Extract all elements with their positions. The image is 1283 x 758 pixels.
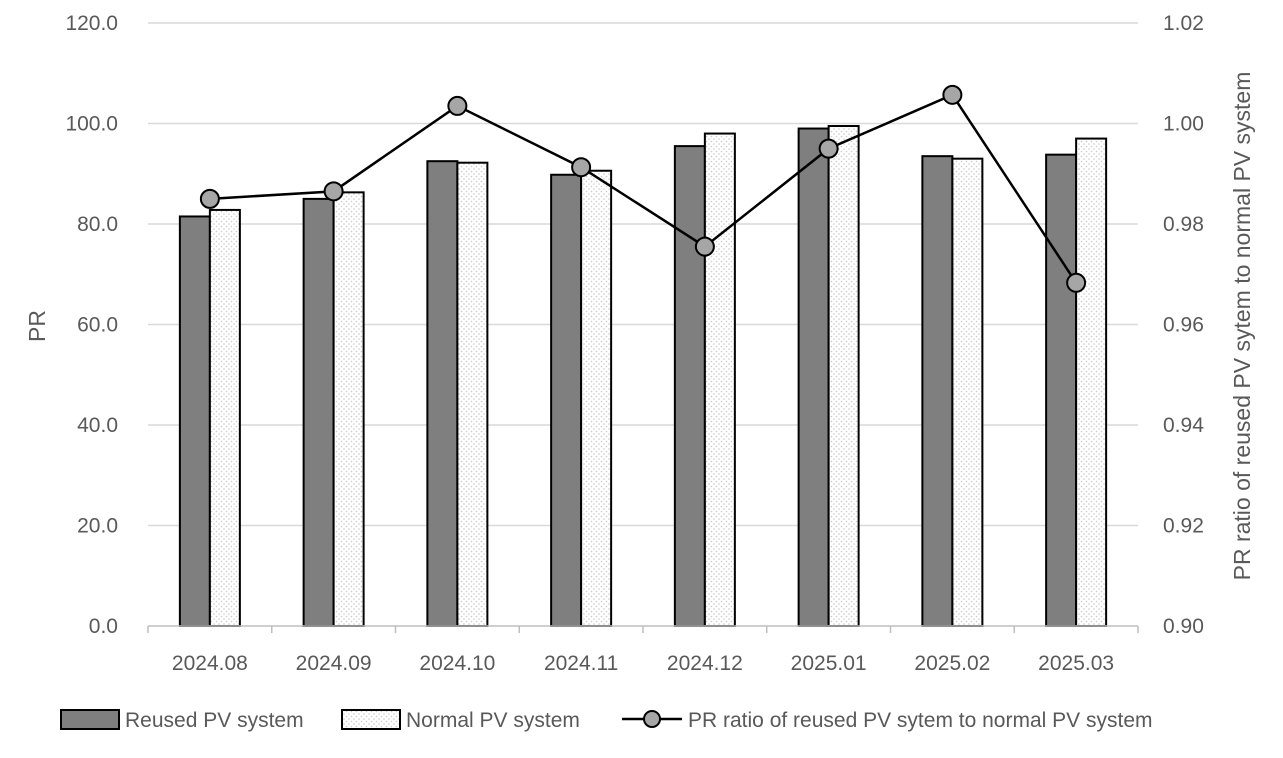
ratio-line	[199, 84, 1087, 293]
bar-normal	[456, 161, 489, 627]
y2-axis-title: PR ratio of reused PV sytem to normal PV…	[1229, 72, 1255, 581]
x-tick-label: 2025.02	[914, 652, 990, 675]
y-axis-title: PR	[24, 310, 50, 342]
ratio-polyline	[209, 93, 1078, 284]
tick-labels: 0.0 20.0 40.0 60.0 80.0 100.0 120.0 0.90 0.92 0.9…	[65, 12, 1204, 675]
y2-tick-label: 0.96	[1163, 314, 1204, 337]
axes	[147, 625, 1139, 633]
y-tick-label: 20.0	[77, 515, 118, 538]
legend-label-reused: Reused PV system	[125, 709, 304, 732]
bars	[178, 125, 1108, 628]
x-tick-label: 2024.08	[172, 652, 248, 675]
y2-tick-label: 0.98	[1163, 213, 1204, 236]
x-tick-label: 2025.01	[791, 652, 867, 675]
ratio-marker	[694, 236, 715, 257]
legend-swatch-normal	[341, 709, 401, 730]
y-tick-label: 60.0	[77, 314, 118, 337]
y2-tick-label: 0.90	[1163, 615, 1204, 638]
ratio-marker	[323, 181, 344, 202]
bar-reused	[426, 160, 459, 627]
ratio-marker	[447, 95, 468, 116]
y-tick-label: 120.0	[65, 12, 118, 35]
y2-tick-label: 1.02	[1163, 12, 1204, 35]
legend: Reused PV system Normal PV system PR rat…	[60, 709, 1153, 732]
y2-tick-label: 0.92	[1163, 515, 1204, 538]
x-tick-label: 2025.03	[1038, 652, 1114, 675]
y-tick-label: 100.0	[65, 113, 118, 136]
x-tick-label: 2024.12	[667, 652, 743, 675]
bar-reused	[1045, 153, 1078, 627]
legend-swatch-reused	[60, 709, 120, 730]
bar-reused	[550, 173, 583, 627]
bar-normal	[951, 157, 984, 628]
bar-normal	[332, 191, 365, 627]
ratio-marker	[818, 138, 839, 159]
legend-label-normal: Normal PV system	[406, 709, 580, 732]
y2-tick-label: 1.00	[1163, 113, 1204, 136]
ratio-marker	[199, 188, 220, 209]
bar-normal	[580, 169, 613, 628]
bar-reused	[178, 215, 211, 627]
bar-reused	[921, 155, 954, 627]
ratio-marker	[942, 84, 963, 105]
bar-reused	[797, 127, 830, 627]
gridlines	[148, 22, 1138, 527]
y-tick-label: 40.0	[77, 414, 118, 437]
y2-tick-label: 0.94	[1163, 414, 1204, 437]
y-tick-label: 80.0	[77, 213, 118, 236]
bar-reused	[673, 145, 706, 628]
bar-normal	[208, 208, 241, 627]
bar-normal	[827, 125, 860, 627]
legend-marker-ratio	[643, 710, 661, 728]
x-tick-label: 2024.10	[419, 652, 495, 675]
x-tick-label: 2024.11	[544, 652, 618, 675]
x-tick-label: 2024.09	[296, 652, 372, 675]
ratio-marker	[571, 157, 592, 178]
bar-normal	[703, 132, 736, 628]
ratio-marker	[1066, 272, 1087, 293]
y-tick-label: 0.0	[89, 615, 118, 638]
legend-label-ratio: PR ratio of reused PV sytem to normal PV…	[688, 709, 1153, 732]
bar-normal	[1075, 137, 1108, 627]
bar-reused	[302, 197, 335, 627]
